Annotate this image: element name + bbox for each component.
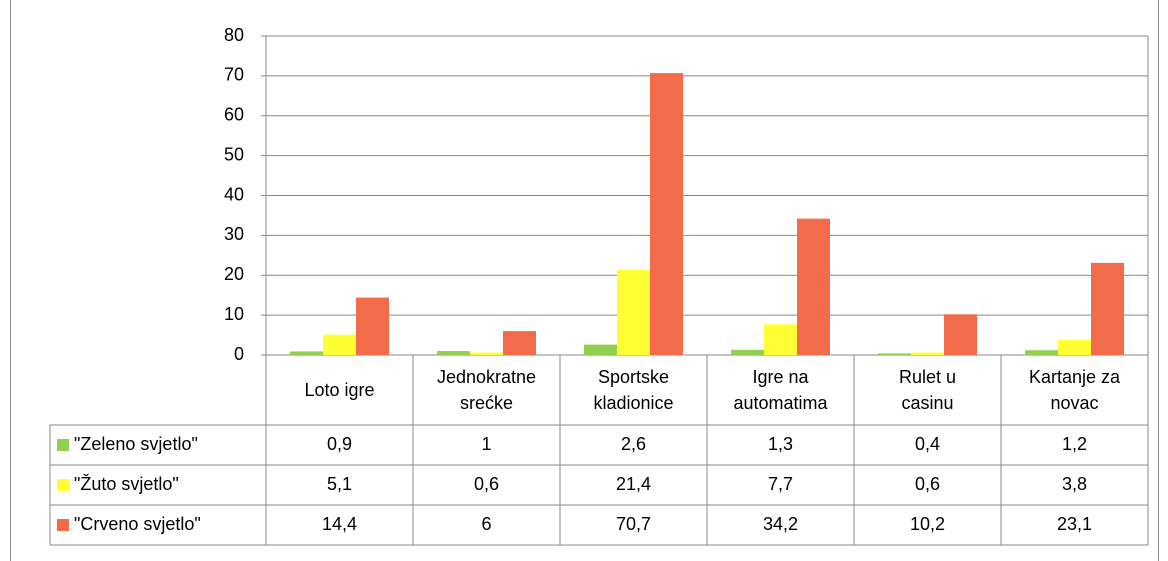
table-value: 7,7 bbox=[768, 474, 793, 494]
y-tick-label: 10 bbox=[224, 304, 244, 324]
bar bbox=[290, 351, 323, 355]
bar bbox=[503, 331, 536, 355]
y-tick-label: 30 bbox=[224, 224, 244, 244]
table-value: 10,2 bbox=[910, 514, 945, 534]
bar bbox=[797, 218, 830, 355]
legend-key bbox=[57, 439, 69, 451]
bar bbox=[617, 269, 650, 355]
bar bbox=[1025, 350, 1058, 355]
table-value: 0,4 bbox=[915, 434, 940, 454]
bar bbox=[437, 351, 470, 355]
category-label: Rulet u casinu bbox=[854, 355, 1001, 425]
table-value: 14,4 bbox=[322, 514, 357, 534]
category-label: Igre na automatima bbox=[707, 355, 854, 425]
category-label: Sportske kladionice bbox=[560, 355, 707, 425]
y-tick-label: 40 bbox=[224, 184, 244, 204]
y-tick-label: 20 bbox=[224, 264, 244, 284]
table-value: 0,9 bbox=[327, 434, 352, 454]
bar bbox=[323, 334, 356, 355]
table-value: 70,7 bbox=[616, 514, 651, 534]
bar bbox=[944, 314, 977, 355]
bar bbox=[650, 73, 683, 356]
bar bbox=[911, 352, 944, 355]
legend-key bbox=[57, 479, 69, 491]
legend-key bbox=[57, 519, 69, 531]
category-label: Loto igre bbox=[266, 355, 413, 425]
table-value: 21,4 bbox=[616, 474, 651, 494]
category-text: Rulet u casinu bbox=[898, 367, 957, 413]
category-text: Sportske kladionice bbox=[593, 367, 674, 413]
category-text: Loto igre bbox=[304, 380, 375, 400]
table-value: 5,1 bbox=[327, 474, 352, 494]
category-label: Jednokratne srećke bbox=[413, 355, 560, 425]
bar bbox=[1091, 262, 1124, 355]
legend-label: "Žuto svjetlo" bbox=[74, 474, 179, 494]
table-value: 1,2 bbox=[1062, 434, 1087, 454]
table-value: 1,3 bbox=[768, 434, 793, 454]
chart-frame bbox=[10, 0, 1159, 561]
y-tick-label: 50 bbox=[224, 144, 244, 164]
table-value: 2,6 bbox=[621, 434, 646, 454]
category-text: Igre na automatima bbox=[733, 367, 828, 413]
table-value: 34,2 bbox=[763, 514, 798, 534]
y-tick-label: 70 bbox=[224, 65, 244, 85]
bar bbox=[584, 344, 617, 355]
table-value: 0,6 bbox=[915, 474, 940, 494]
table-value: 23,1 bbox=[1057, 514, 1092, 534]
legend-label: "Crveno svjetlo" bbox=[74, 514, 201, 534]
bar bbox=[878, 353, 911, 355]
table-value: 0,6 bbox=[474, 474, 499, 494]
bar bbox=[1058, 339, 1091, 355]
y-tick-label: 80 bbox=[224, 25, 244, 45]
table-value: 6 bbox=[481, 514, 491, 534]
bar bbox=[764, 324, 797, 355]
bar bbox=[731, 349, 764, 355]
category-text: Jednokratne srećke bbox=[436, 367, 537, 413]
y-tick-label: 0 bbox=[234, 344, 244, 364]
table-value: 1 bbox=[481, 434, 491, 454]
category-text: Kartanje za novac bbox=[1028, 367, 1121, 413]
bar bbox=[470, 352, 503, 355]
legend-label: "Zeleno svjetlo" bbox=[74, 434, 198, 454]
y-tick-label: 60 bbox=[224, 105, 244, 125]
table-value: 3,8 bbox=[1062, 474, 1087, 494]
category-label: Kartanje za novac bbox=[1001, 355, 1148, 425]
bar bbox=[356, 297, 389, 355]
